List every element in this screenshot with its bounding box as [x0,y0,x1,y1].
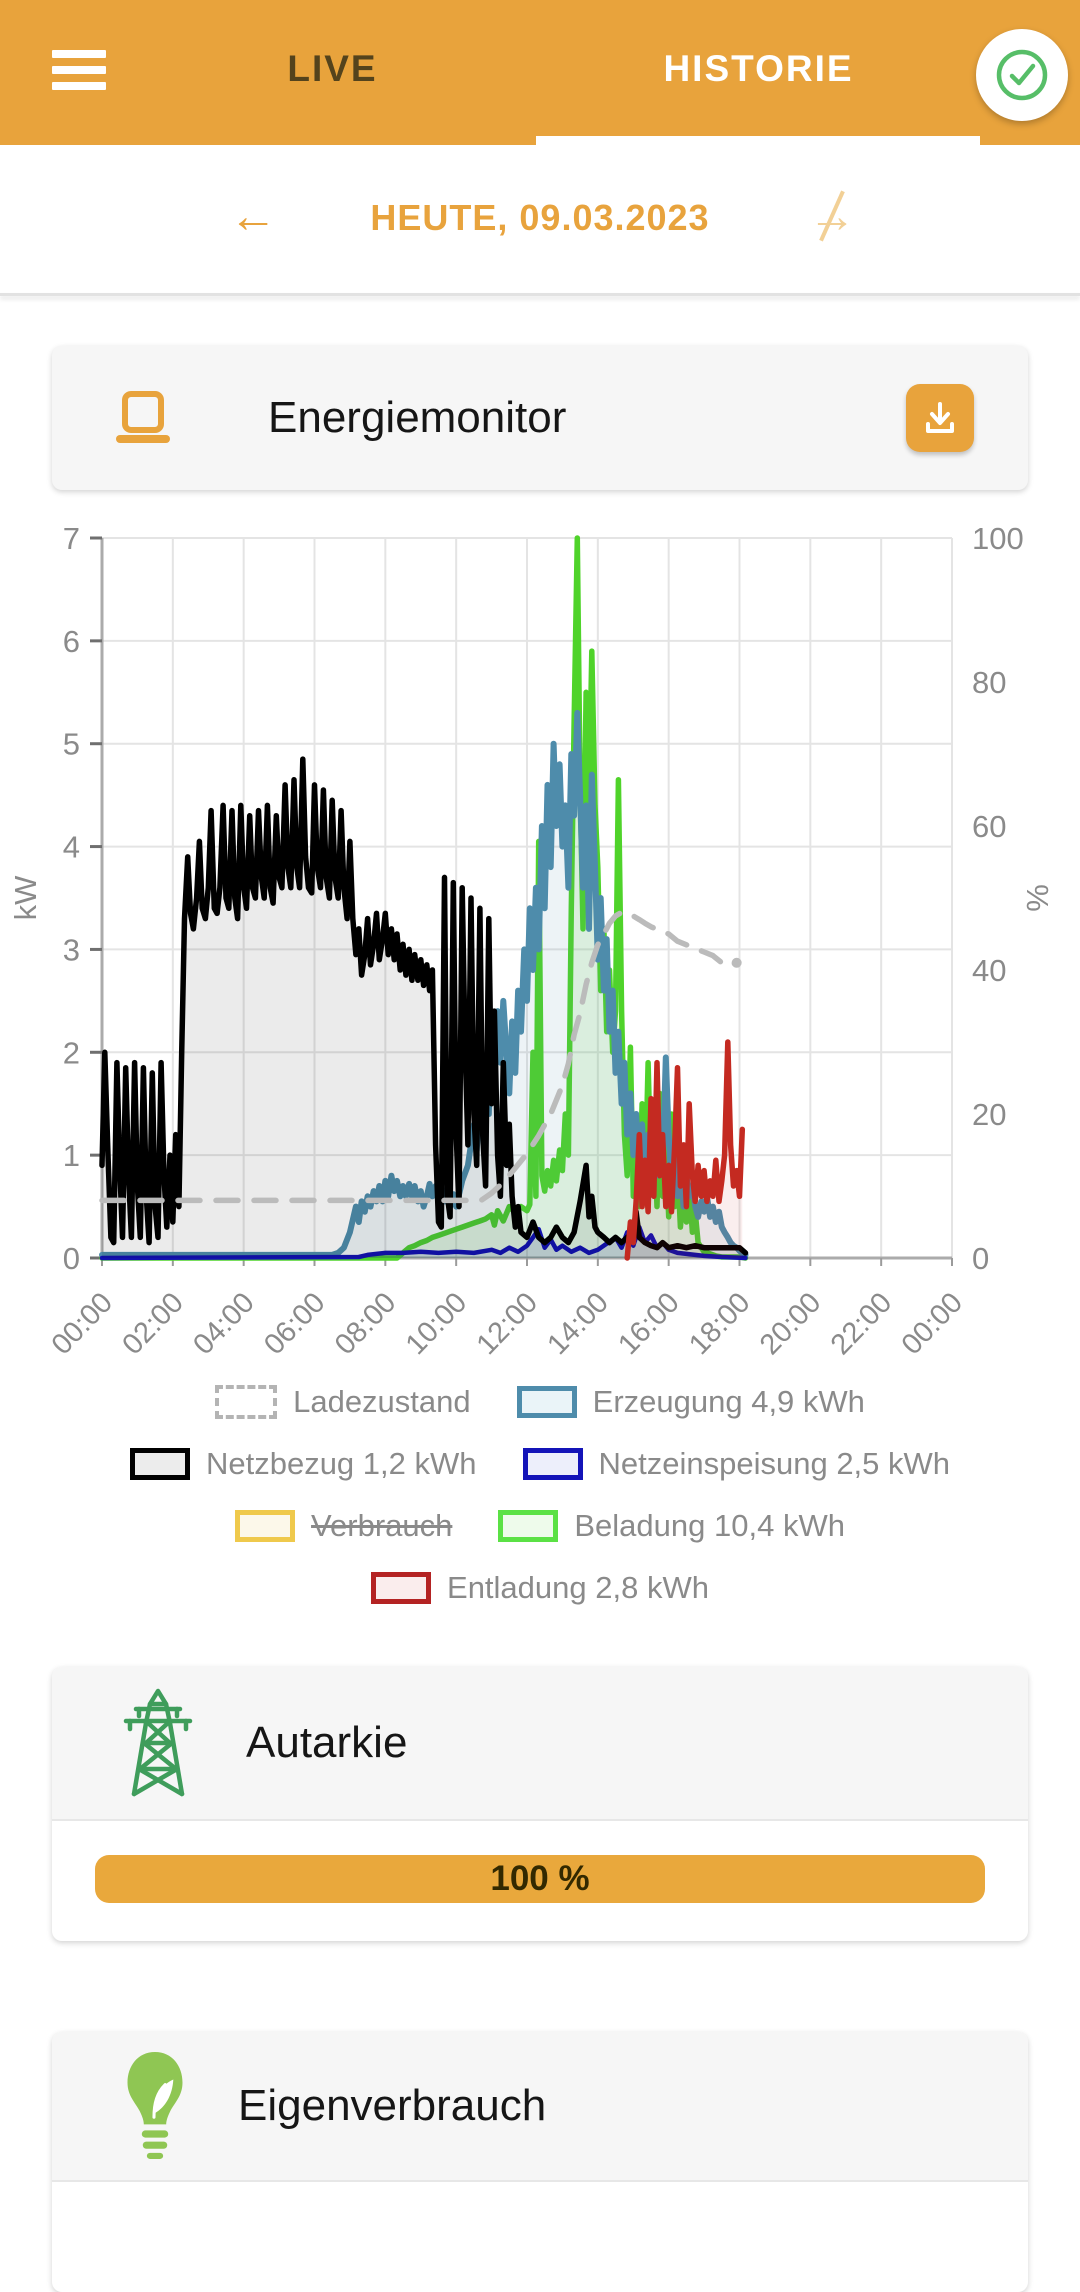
series-line-netzbezug [99,756,749,1256]
legend-label-beladung: Beladung 10,4 kWh [574,1508,845,1543]
x-axis-tick-label: 00:00 [896,1287,969,1361]
x-axis-tick-label: 16:00 [612,1287,685,1361]
x-axis-tick-label: 06:00 [258,1287,331,1361]
tab-historie[interactable]: HISTORIE [663,48,854,89]
autarkie-card: Autarkie 100 % [52,1667,1028,1941]
energiemonitor-card: Energiemonitor [52,346,1028,490]
legend-row: Ladezustand Erzeugung 4,9 kWh [215,1384,865,1420]
legend-item-netzbezug[interactable]: Netzbezug 1,2 kWh [129,1446,477,1482]
y-axis-tick-label: 7 [63,521,80,556]
series-line-entladung [624,1039,746,1261]
autarkie-card-header: Autarkie [52,1667,1028,1821]
legend-item-beladung[interactable]: Beladung 10,4 kWh [498,1508,845,1544]
y-axis-tick-label: 1 [63,1138,80,1173]
series-end-dot-ladezustand [731,957,742,968]
series-fill-netzbezug [102,759,746,1258]
right-axis-tick-label: 0 [972,1241,989,1276]
laptop-icon [116,391,170,443]
tab-live[interactable]: LIVE [287,48,378,89]
y-axis-tick-label: 2 [63,1035,80,1070]
legend-item-netzeinspeisung[interactable]: Netzeinspeisung 2,5 kWh [522,1446,951,1482]
header-divider [0,293,1080,296]
energy-chart-container: 0 1 2 3 4 5 6 7 0 20 40 60 80 100 00:00 02:00 04:00 06:00… [0,520,1080,1382]
eigenverbrauch-title: Eigenverbrauch [238,2081,547,2130]
legend-row: Entladung 2,8 kWh [371,1570,709,1606]
x-axis-tick-label: 14:00 [541,1287,614,1361]
legend-swatch-netzeinspeisung [522,1448,583,1480]
arrow-left-icon: ← [229,190,277,243]
y-axis-tick-label: 3 [63,932,80,967]
energy-chart[interactable]: 0123456702040608010000:0002:0004:0006:00… [0,520,1080,1382]
legend-swatch-beladung [498,1510,559,1542]
legend-item-entladung[interactable]: Entladung 2,8 kWh [371,1570,709,1606]
eigenverbrauch-card: Eigenverbrauch [52,2032,1028,2292]
power-tower-icon [123,1688,193,1797]
autarkie-progress-bar: 100 % [95,1855,985,1903]
x-axis-tick-label: 22:00 [825,1287,898,1361]
legend-swatch-erzeugung [516,1386,577,1418]
active-tab-indicator [536,136,980,145]
eigenverbrauch-card-header: Eigenverbrauch [52,2032,1028,2182]
legend-label-erzeugung: Erzeugung 4,9 kWh [592,1384,865,1419]
previous-day-button[interactable]: ← [225,187,281,247]
autarkie-title: Autarkie [246,1718,408,1767]
left-axis-title: kW [8,875,43,921]
x-axis-tick-label: 04:00 [187,1287,260,1361]
legend-label-entladung: Entladung 2,8 kWh [447,1570,709,1605]
y-axis-tick-label: 4 [63,830,80,865]
legend-label-verbrauch: Verbrauch [311,1508,453,1543]
x-axis-tick-label: 20:00 [754,1287,827,1361]
date-navigation: ← HEUTE, 09.03.2023 → [0,145,1080,294]
legend-label-netzeinspeisung: Netzeinspeisung 2,5 kWh [598,1446,951,1481]
legend-label-ladezustand: Ladezustand [293,1384,471,1419]
legend-swatch-entladung [371,1572,432,1604]
app-bar: LIVE HISTORIE [0,0,1080,145]
y-axis-tick-label: 6 [63,624,80,659]
series-line-beladung [99,535,749,1261]
legend-row: Netzbezug 1,2 kWh Netzeinspeisung 2,5 kWh [129,1446,951,1482]
legend-swatch-netzbezug [129,1448,190,1480]
menu-hamburger-icon[interactable] [52,50,106,94]
legend-item-verbrauch[interactable]: Verbrauch [235,1508,452,1544]
confirm-fab-button[interactable] [976,29,1068,121]
x-axis-tick-label: 12:00 [471,1287,544,1361]
legend-item-erzeugung[interactable]: Erzeugung 4,9 kWh [516,1384,865,1420]
legend-row: Verbrauch Beladung 10,4 kWh [235,1508,845,1544]
legend-swatch-verbrauch [235,1510,296,1542]
right-axis-tick-label: 20 [972,1097,1006,1132]
x-axis-tick-label: 10:00 [400,1287,473,1361]
download-button[interactable] [906,384,974,452]
check-circle-icon [996,49,1048,101]
y-axis-tick-label: 5 [63,727,80,762]
eco-bulb-icon [127,2052,183,2159]
right-axis-tick-label: 100 [972,521,1024,556]
legend-label-netzbezug: Netzbezug 1,2 kWh [205,1446,477,1481]
series-fill-beladung [102,538,746,1258]
right-axis-title: % [1020,884,1055,912]
legend-swatch-ladezustand [215,1385,278,1419]
right-axis-tick-label: 60 [972,809,1006,844]
y-axis-tick-label: 0 [63,1241,80,1276]
legend-item-ladezustand[interactable]: Ladezustand [215,1384,471,1420]
x-axis-tick-label: 08:00 [329,1287,402,1361]
energiemonitor-title: Energiemonitor [268,393,567,442]
x-axis-tick-label: 18:00 [683,1287,756,1361]
series-fill-entladung [627,1042,743,1258]
series-line-ladezustand [99,909,740,1204]
download-icon [926,402,954,433]
next-day-button-disabled[interactable]: → [804,187,860,247]
x-axis-tick-label: 02:00 [116,1287,189,1361]
chart-legend: Ladezustand Erzeugung 4,9 kWh Netzbezug 1,… [0,1384,1080,1606]
current-date-label: HEUTE, 09.03.2023 [370,197,710,238]
autarkie-progress-value: 100 % [490,1859,590,1898]
right-axis-tick-label: 80 [972,665,1006,700]
right-axis-tick-label: 40 [972,953,1006,988]
x-axis-tick-label: 00:00 [46,1287,119,1361]
